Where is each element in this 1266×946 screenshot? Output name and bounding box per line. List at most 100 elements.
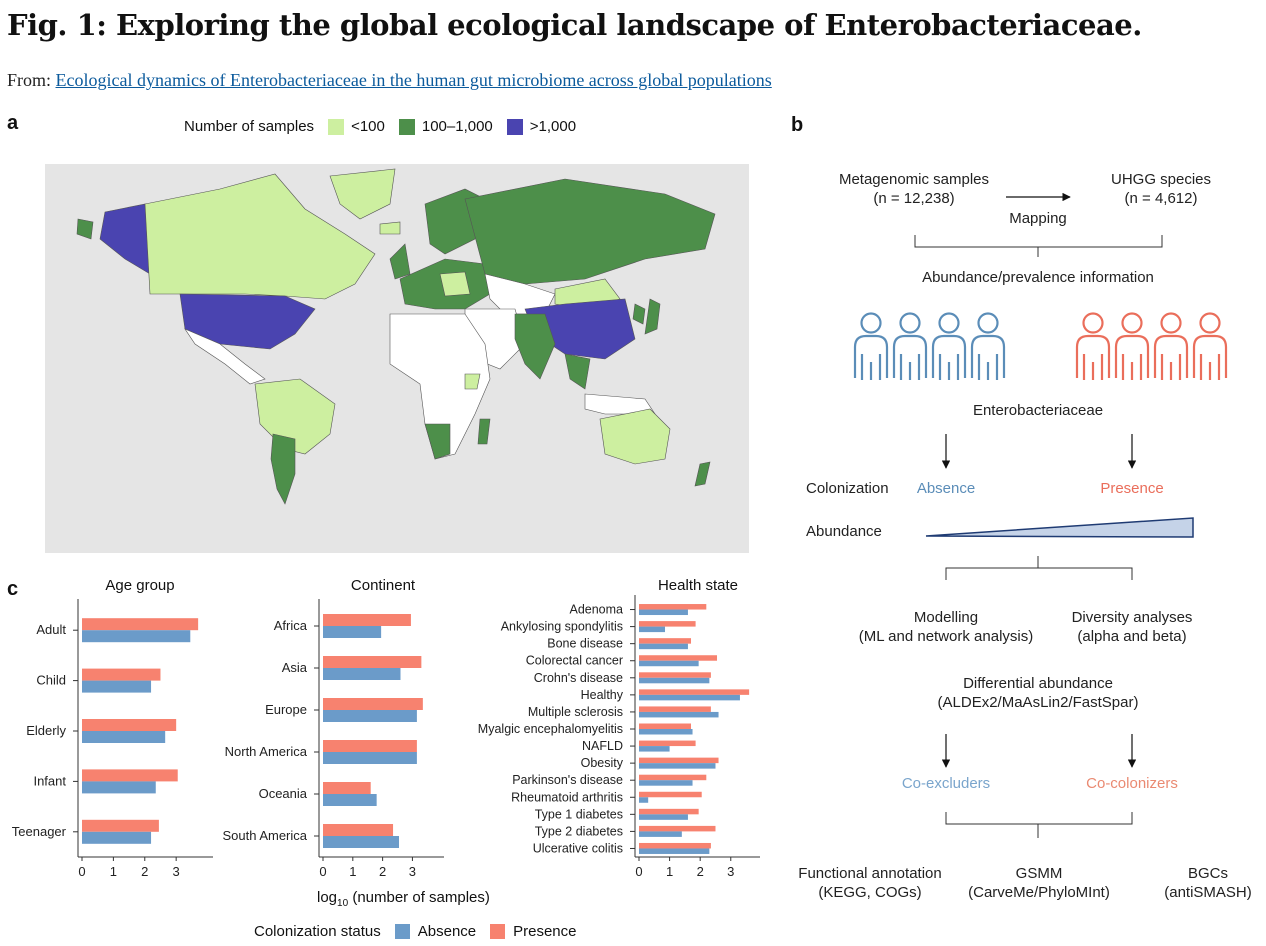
species-label: UHGG species [1111,171,1211,188]
bar-presence [323,698,423,710]
co-excluders-label: Co-excluders [902,775,990,792]
bar-presence [639,825,716,832]
bar-presence [639,757,719,764]
map-greenland [329,168,396,220]
x-tick-label: 2 [141,864,148,879]
map-alaska [99,203,151,275]
bar-absence [639,797,649,803]
x-tick-label: 1 [349,864,356,879]
legend-label-presence: Presence [513,923,577,940]
category-label: North America [225,744,308,759]
workflow-diagram: Metagenomic samples (n = 12,238) UHGG sp… [788,140,1266,940]
species-count: (n = 4,612) [1125,190,1198,207]
map-uk [389,243,411,280]
bar-absence [323,752,417,764]
category-label: Type 1 diabetes [535,807,623,821]
bar-presence [323,740,417,752]
continent-chart: Continent 0 1 2 3 Africa Asia Europe North Ameri… [205,575,455,895]
samples-label: Metagenomic samples [839,171,989,188]
category-label: Africa [274,618,308,633]
map-legend-title: Number of samples [184,118,315,135]
category-label: Bone disease [547,637,623,651]
legend-swatch-absence [394,924,410,939]
x-tick-label: 0 [635,864,642,879]
panel-b-letter: b [791,114,804,136]
category-label: Infant [33,773,66,788]
x-tick-label: 1 [110,864,117,879]
map-new-zealand [694,461,711,487]
map-africa-south [424,423,451,460]
bar-presence [639,621,696,627]
bar-presence [639,723,692,729]
category-label: Oceania [259,786,308,801]
modelling-label: Modelling [914,609,978,626]
abundance-label: Abundance [806,523,882,540]
presence-people-icons [1075,312,1228,380]
bar-absence [639,814,688,820]
chart-svg-1: Continent 0 1 2 3 Africa Asia Europe North Ameri… [222,577,444,879]
from-label: From: [7,70,52,90]
age-group-chart: Age group 0 1 2 3 Adult Child Elderly Infant Teen… [0,575,225,895]
family-label: Enterobacteriaceae [973,402,1103,419]
bar-presence [639,740,696,747]
chart-svg-0: Age group 0 1 2 3 Adult Child Elderly Infant Teen… [12,577,213,879]
legend-swatch-mid [398,118,415,135]
gsmm-label: GSMM [1016,865,1063,882]
bar-presence [639,706,711,712]
map-legend: Number of samples <100 100–1,000 >1,000 [184,118,576,135]
x-tick-label: 0 [78,864,85,879]
person-icon [1114,312,1150,380]
chart-title: Age group [105,577,174,594]
bar-absence [639,660,699,667]
bar-absence [639,763,716,769]
bar-presence [82,668,161,681]
diff-abundance-label: Differential abundance [963,675,1113,692]
presence-label: Presence [1100,480,1163,497]
health-state-chart: Health state 0 1 2 3 Adenoma Ankylosing spondy… [455,575,775,895]
bar-presence [639,672,711,678]
person-icon [1192,312,1228,380]
map-se-asia [564,353,591,390]
map-madagascar [477,418,491,445]
bar-absence [639,609,688,616]
diversity-sub: (alpha and beta) [1077,628,1186,645]
bar-absence [323,668,401,680]
bar-presence [323,782,371,794]
source-article-link[interactable]: Ecological dynamics of Enterobacteriacea… [55,70,772,90]
x-tick-label: 3 [173,864,180,879]
bar-absence [639,746,670,752]
person-icon [892,312,928,380]
gsmm-sub: (CarveMe/PhyloMInt) [968,884,1110,901]
category-label: NAFLD [582,739,623,753]
x-tick-label: 0 [319,864,326,879]
map-japan [644,298,661,335]
bar-absence [323,626,382,638]
category-label: Healthy [581,688,624,702]
functional-label: Functional annotation [798,865,941,882]
top-bracket [914,235,1163,257]
functional-sub: (KEGG, COGs) [818,884,921,901]
bar-presence [639,689,750,695]
chart-title: Continent [351,577,416,594]
figure-title: Fig. 1: Exploring the global ecological … [7,8,1142,42]
bar-absence [82,630,191,643]
absence-people-icons [853,312,1006,380]
category-label: Teenager [12,824,67,839]
bar-absence [82,680,152,693]
bar-absence [639,643,688,650]
map-russia [464,178,716,285]
legend-label-mid: 100–1,000 [421,118,493,135]
category-label: Obesity [581,756,624,770]
figure-source: From: Ecological dynamics of Enterobacte… [7,70,772,91]
bar-absence [82,781,156,794]
category-label: Child [36,673,66,688]
absence-label: Absence [917,480,975,497]
bar-presence [323,614,411,626]
x-tick-label: 3 [409,864,416,879]
map-africa [389,313,491,460]
legend-label-low: <100 [351,118,385,135]
category-label: Colorectal cancer [526,654,623,668]
world-map-svg [76,168,716,505]
bgcs-sub: (antiSMASH) [1164,884,1252,901]
bar-absence [639,711,719,718]
